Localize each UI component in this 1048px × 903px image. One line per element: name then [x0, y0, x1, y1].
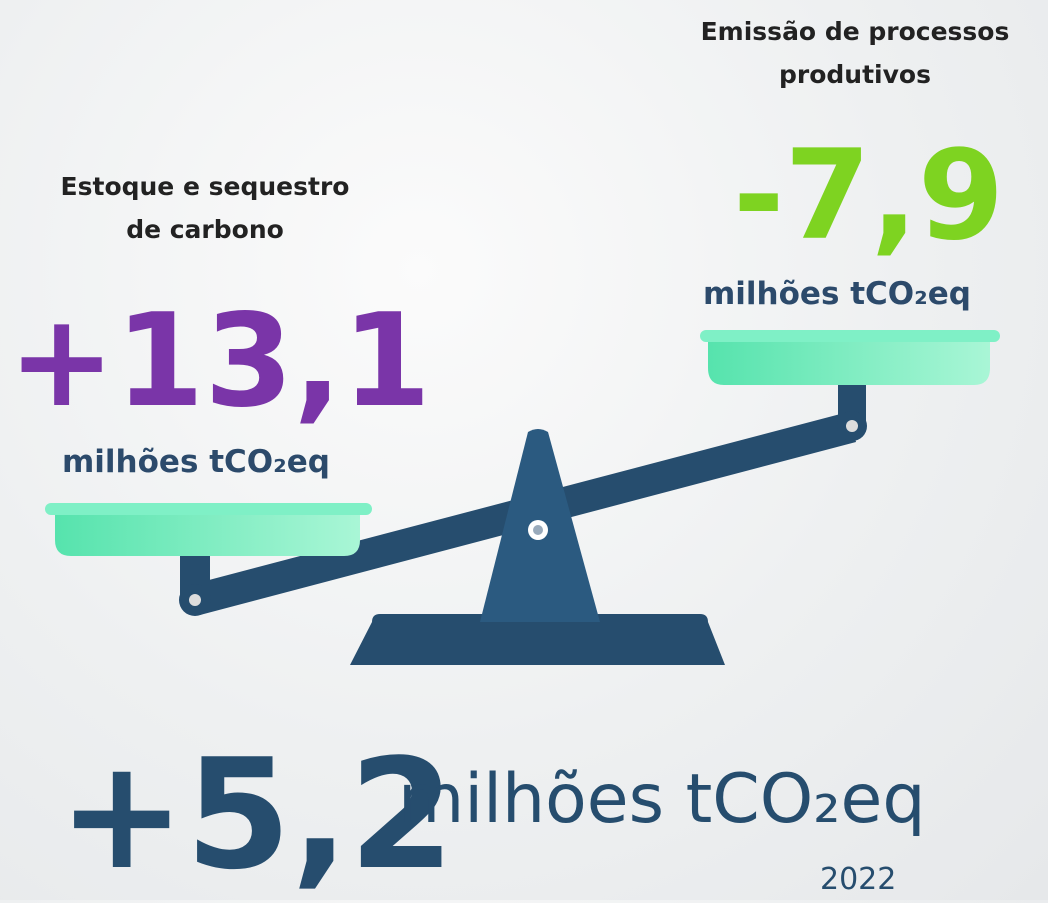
total-unit: milhões tCO₂eq	[398, 760, 926, 840]
right-unit: milhões tCO₂eq	[703, 276, 971, 312]
label-line: produtivos	[665, 53, 1045, 96]
label-line: Emissão de processos	[665, 10, 1045, 53]
infographic: Estoque e sequestro de carbono +13,1 mil…	[0, 0, 1048, 900]
left-unit: milhões tCO₂eq	[62, 444, 330, 480]
right-label: Emissão de processos produtivos	[665, 10, 1045, 96]
right-value: -7,9	[733, 128, 1004, 264]
left-value: +13,1	[8, 292, 431, 432]
label-line: Estoque e sequestro	[25, 165, 385, 208]
label-line: de carbono	[25, 208, 385, 251]
year: 2022	[820, 862, 896, 898]
left-label: Estoque e sequestro de carbono	[25, 165, 385, 251]
total-value: +5,2	[58, 735, 455, 895]
